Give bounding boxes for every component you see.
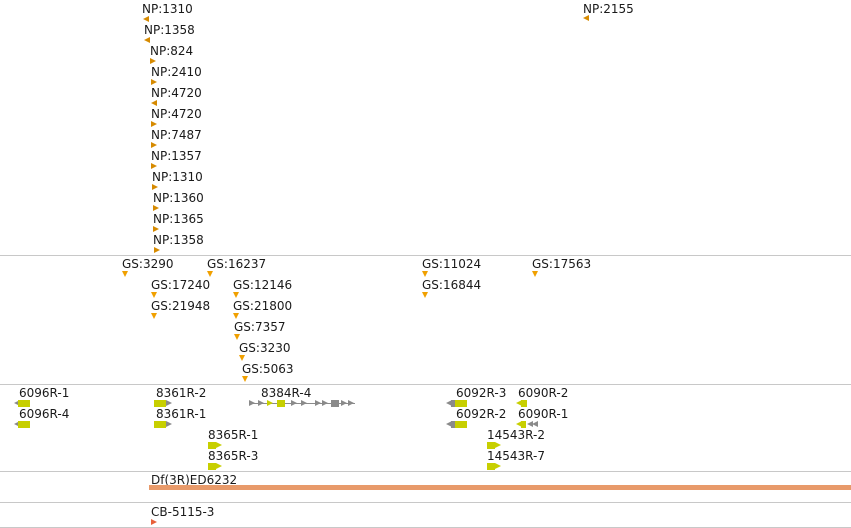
np-marker-icon — [151, 142, 157, 148]
np-marker-icon — [151, 163, 157, 169]
np-label[interactable]: NP:1365 — [153, 212, 204, 226]
np-marker-icon — [151, 100, 157, 106]
gs-marker-icon — [242, 376, 248, 382]
np-marker-icon — [153, 226, 159, 232]
deletion-label[interactable]: Df(3R)ED6232 — [151, 473, 238, 487]
np-label[interactable]: NP:1357 — [151, 149, 202, 163]
np-label[interactable]: NP:2155 — [583, 2, 634, 16]
gene-glyph[interactable] — [154, 400, 172, 407]
cb-label[interactable]: CB-5115-3 — [151, 505, 215, 519]
gene-glyph[interactable] — [487, 463, 501, 470]
gene-label[interactable]: 8361R-2 — [156, 386, 207, 400]
track-divider — [0, 384, 851, 385]
gene-label[interactable]: 6092R-2 — [456, 407, 507, 421]
np-label[interactable]: NP:7487 — [151, 128, 202, 142]
gene-glyph[interactable] — [249, 400, 357, 407]
np-marker-icon — [150, 58, 156, 64]
gs-label[interactable]: GS:17563 — [532, 257, 592, 271]
gene-glyph[interactable] — [14, 400, 30, 407]
gene-label[interactable]: 8365R-3 — [208, 449, 259, 463]
gene-glyph[interactable] — [446, 421, 468, 428]
gs-label[interactable]: GS:21800 — [233, 299, 293, 313]
gs-label[interactable]: GS:12146 — [233, 278, 293, 292]
gene-label[interactable]: 8361R-1 — [156, 407, 207, 421]
gs-marker-icon — [234, 334, 240, 340]
gene-label[interactable]: 14543R-2 — [487, 428, 545, 442]
np-label[interactable]: NP:1360 — [153, 191, 204, 205]
gs-label[interactable]: GS:11024 — [422, 257, 482, 271]
gs-marker-icon — [233, 313, 239, 319]
gs-marker-icon — [239, 355, 245, 361]
np-label[interactable]: NP:1358 — [153, 233, 204, 247]
gs-label[interactable]: GS:3230 — [239, 341, 291, 355]
gs-marker-icon — [422, 271, 428, 277]
gs-marker-icon — [151, 313, 157, 319]
gene-glyph[interactable] — [208, 463, 222, 470]
deletion-bar[interactable] — [149, 485, 851, 490]
gs-label[interactable]: GS:16844 — [422, 278, 482, 292]
gene-label[interactable]: 8365R-1 — [208, 428, 259, 442]
gs-label[interactable]: GS:5063 — [242, 362, 294, 376]
np-marker-icon — [152, 184, 158, 190]
gene-glyph[interactable] — [487, 442, 501, 449]
track-divider — [0, 471, 851, 472]
gene-label[interactable]: 6090R-2 — [518, 386, 569, 400]
gs-marker-icon — [122, 271, 128, 277]
np-marker-icon — [143, 16, 149, 22]
np-label[interactable]: NP:4720 — [151, 107, 202, 121]
np-label[interactable]: NP:2410 — [151, 65, 202, 79]
gs-label[interactable]: GS:17240 — [151, 278, 211, 292]
gs-marker-icon — [151, 292, 157, 298]
gene-glyph[interactable] — [14, 421, 30, 428]
gene-glyph[interactable] — [446, 400, 468, 407]
gene-label[interactable]: 6092R-3 — [456, 386, 507, 400]
gs-label[interactable]: GS:16237 — [207, 257, 267, 271]
np-marker-icon — [583, 15, 589, 21]
gene-glyph[interactable] — [208, 442, 222, 449]
gs-marker-icon — [532, 271, 538, 277]
gene-label[interactable]: 6096R-1 — [19, 386, 70, 400]
track-divider — [0, 502, 851, 503]
np-marker-icon — [144, 37, 150, 43]
gs-marker-icon — [207, 271, 213, 277]
gene-label[interactable]: 8384R-4 — [261, 386, 312, 400]
np-marker-icon — [153, 205, 159, 211]
gs-label[interactable]: GS:21948 — [151, 299, 211, 313]
np-label[interactable]: NP:1358 — [144, 23, 195, 37]
np-label[interactable]: NP:1310 — [142, 2, 193, 16]
gene-label[interactable]: 6096R-4 — [19, 407, 70, 421]
track-divider — [0, 255, 851, 256]
gs-marker-icon — [233, 292, 239, 298]
gene-glyph[interactable] — [516, 421, 538, 428]
gene-label[interactable]: 6090R-1 — [518, 407, 569, 421]
gs-label[interactable]: GS:3290 — [122, 257, 174, 271]
cb-marker-icon — [151, 519, 157, 525]
np-label[interactable]: NP:4720 — [151, 86, 202, 100]
np-label[interactable]: NP:824 — [150, 44, 194, 58]
np-marker-icon — [154, 247, 160, 253]
gs-marker-icon — [422, 292, 428, 298]
np-marker-icon — [151, 121, 157, 127]
np-label[interactable]: NP:1310 — [152, 170, 203, 184]
gene-glyph[interactable] — [516, 400, 528, 407]
np-marker-icon — [151, 79, 157, 85]
gs-label[interactable]: GS:7357 — [234, 320, 286, 334]
gene-label[interactable]: 14543R-7 — [487, 449, 545, 463]
gene-glyph[interactable] — [154, 421, 172, 428]
